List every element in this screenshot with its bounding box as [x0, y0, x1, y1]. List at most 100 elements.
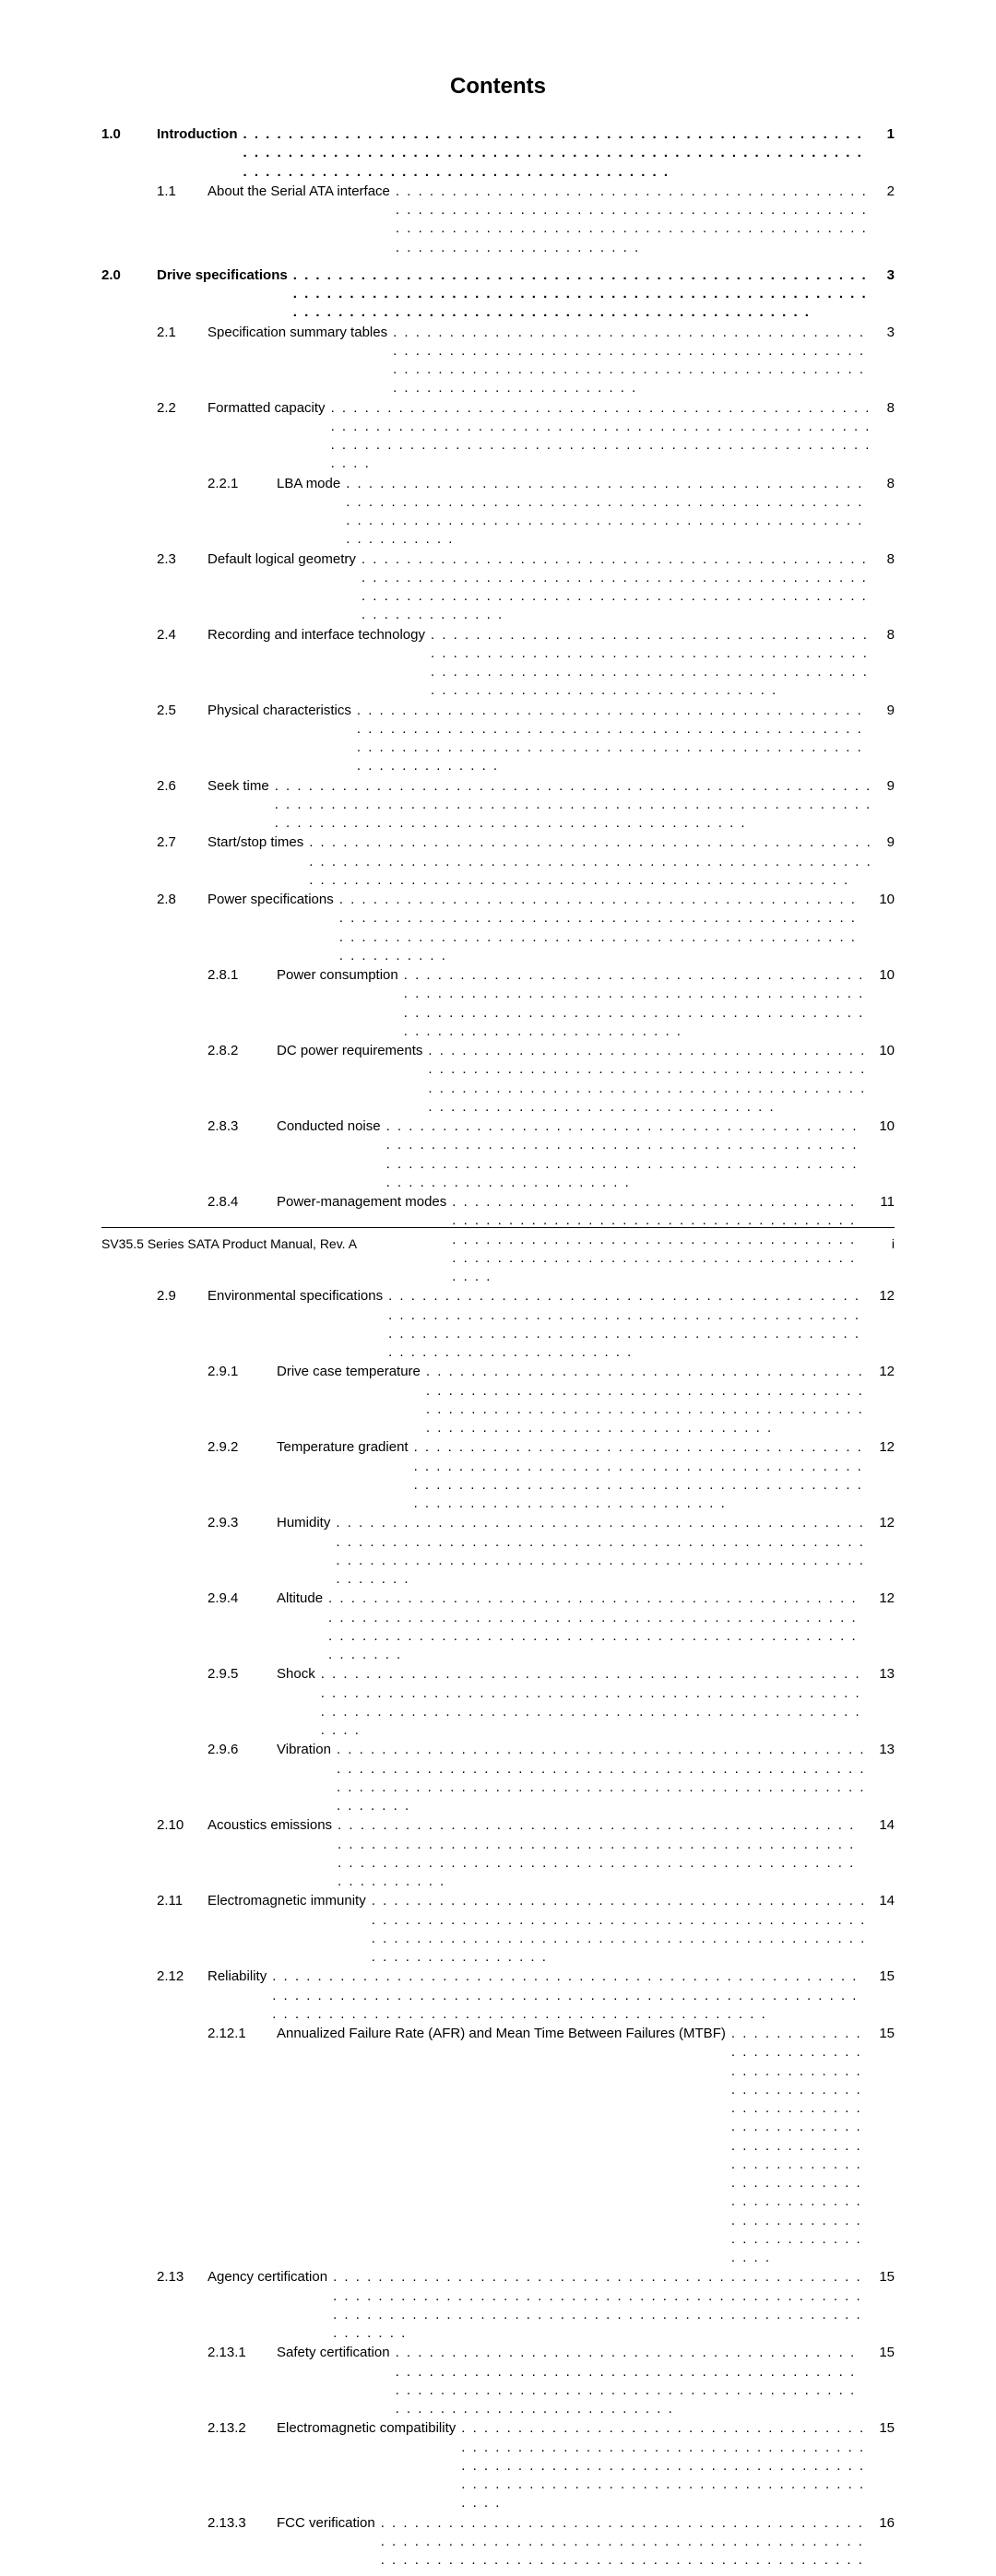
- toc-entry[interactable]: 2.9.5Shock 13: [101, 1665, 895, 1740]
- toc-entry[interactable]: 2.13.1Safety certification15: [101, 2344, 895, 2418]
- toc-leader-dots: [338, 1816, 866, 1891]
- toc-entry[interactable]: 2.8.2DC power requirements10: [101, 1042, 895, 1117]
- toc-sub-number: 2.6: [157, 777, 208, 796]
- toc-page-number: 8: [880, 550, 895, 569]
- toc-entry[interactable]: 1.0Introduction1: [101, 125, 895, 182]
- toc-page-number: 3: [880, 324, 895, 342]
- toc-leader-dots: [731, 2025, 866, 2267]
- toc-page-number: 8: [880, 399, 895, 418]
- toc-page-number: 13: [872, 1665, 895, 1684]
- toc-entry[interactable]: 2.13Agency certification15: [101, 2268, 895, 2343]
- toc-label: Vibration: [277, 1741, 331, 1759]
- toc-leader-dots: [328, 1589, 866, 1664]
- toc-leader-dots: [414, 1438, 867, 1513]
- toc-entry[interactable]: 2.0Drive specifications3: [101, 266, 895, 323]
- toc-entry[interactable]: 2.8Power specifications10: [101, 891, 895, 965]
- toc-sub-number: 1.1: [157, 183, 208, 201]
- toc-leader-dots: [381, 2514, 867, 2576]
- toc-sub-number: 2.4: [157, 626, 208, 644]
- toc-sub-number: 2.2: [157, 399, 208, 418]
- toc-subsub-number: 2.13.1: [208, 2344, 277, 2362]
- toc-label: Shock: [277, 1665, 315, 1684]
- toc-subsub-number: 2.9.4: [208, 1589, 277, 1608]
- toc-page-number: 9: [880, 777, 895, 796]
- toc-entry[interactable]: 2.3Default logical geometry8: [101, 550, 895, 625]
- toc-sub-number: 2.5: [157, 702, 208, 720]
- table-of-contents: 1.0Introduction11.1About the Serial ATA …: [101, 125, 895, 2576]
- toc-entry[interactable]: 2.8.1Power consumption 10: [101, 966, 895, 1041]
- toc-sub-number: 2.12: [157, 1967, 208, 1986]
- toc-subsub-number: 2.8.3: [208, 1117, 277, 1136]
- toc-sub-number: 2.9: [157, 1287, 208, 1306]
- toc-entry[interactable]: 2.9.3Humidity 12: [101, 1514, 895, 1589]
- toc-entry[interactable]: 2.8.3Conducted noise10: [101, 1117, 895, 1192]
- toc-sub-number: 2.10: [157, 1816, 208, 1835]
- toc-section-number: 1.0: [101, 125, 157, 144]
- toc-leader-dots: [275, 777, 874, 833]
- toc-leader-dots: [404, 966, 867, 1041]
- toc-entry[interactable]: 1.1About the Serial ATA interface2: [101, 183, 895, 257]
- toc-page-number: 8: [880, 626, 895, 644]
- toc-label: Drive specifications: [157, 266, 288, 285]
- toc-label: Power-management modes: [277, 1193, 446, 1211]
- toc-label: Humidity: [277, 1514, 330, 1532]
- toc-entry[interactable]: 2.4Recording and interface technology8: [101, 626, 895, 701]
- toc-subsub-number: 2.9.5: [208, 1665, 277, 1684]
- toc-subsub-number: 2.9.1: [208, 1363, 277, 1381]
- toc-entry[interactable]: 2.10Acoustics emissions14: [101, 1816, 895, 1891]
- toc-leader-dots: [346, 475, 873, 549]
- toc-page-number: 10: [872, 1117, 895, 1136]
- toc-entry[interactable]: 2.13.3FCC verification16: [101, 2514, 895, 2576]
- toc-label: Environmental specifications: [208, 1287, 383, 1306]
- toc-page-number: 15: [872, 1967, 895, 1986]
- toc-page-number: 9: [880, 833, 895, 852]
- toc-entry[interactable]: 2.12.1Annualized Failure Rate (AFR) and …: [101, 2025, 895, 2267]
- toc-entry[interactable]: 2.1Specification summary tables3: [101, 324, 895, 398]
- toc-leader-dots: [362, 550, 874, 625]
- toc-sub-number: 2.13: [157, 2268, 208, 2286]
- toc-sub-number: 2.7: [157, 833, 208, 852]
- toc-subsub-number: 2.9.3: [208, 1514, 277, 1532]
- toc-label: DC power requirements: [277, 1042, 422, 1060]
- toc-label: Physical characteristics: [208, 702, 351, 720]
- toc-entry[interactable]: 2.11Electromagnetic immunity14: [101, 1892, 895, 1967]
- toc-label: Power specifications: [208, 891, 334, 909]
- toc-leader-dots: [396, 2344, 867, 2418]
- toc-page-number: 12: [872, 1514, 895, 1532]
- toc-entry[interactable]: 2.6Seek time9: [101, 777, 895, 833]
- toc-entry[interactable]: 2.9.1Drive case temperature12: [101, 1363, 895, 1437]
- toc-entry[interactable]: 2.9Environmental specifications12: [101, 1287, 895, 1362]
- toc-entry[interactable]: 2.7Start/stop times 9: [101, 833, 895, 890]
- toc-leader-dots: [293, 266, 874, 323]
- toc-subsub-number: 2.8.1: [208, 966, 277, 985]
- toc-page-number: 10: [872, 966, 895, 985]
- toc-page-number: 15: [872, 2419, 895, 2438]
- toc-sub-number: 2.1: [157, 324, 208, 342]
- toc-leader-dots: [461, 2419, 866, 2512]
- toc-sub-number: 2.8: [157, 891, 208, 909]
- toc-page-number: 12: [872, 1363, 895, 1381]
- toc-label: Agency certification: [208, 2268, 327, 2286]
- toc-entry[interactable]: 2.2Formatted capacity8: [101, 399, 895, 474]
- toc-label: Power consumption: [277, 966, 398, 985]
- toc-leader-dots: [396, 183, 874, 257]
- toc-label: Annualized Failure Rate (AFR) and Mean T…: [277, 2025, 726, 2043]
- toc-label: Temperature gradient: [277, 1438, 409, 1457]
- toc-page-number: 3: [880, 266, 895, 285]
- toc-leader-dots: [357, 702, 874, 776]
- toc-entry[interactable]: 2.12Reliability15: [101, 1967, 895, 2024]
- toc-leader-dots: [272, 1967, 866, 2024]
- toc-page-number: 15: [872, 2025, 895, 2043]
- toc-entry[interactable]: 2.2.1LBA mode8: [101, 475, 895, 549]
- toc-entry[interactable]: 2.13.2Electromagnetic compatibility15: [101, 2419, 895, 2512]
- toc-leader-dots: [337, 1741, 866, 1815]
- toc-entry[interactable]: 2.9.6Vibration13: [101, 1741, 895, 1815]
- toc-label: Electromagnetic compatibility: [277, 2419, 456, 2438]
- toc-sub-number: 2.3: [157, 550, 208, 569]
- contents-title: Contents: [101, 74, 895, 100]
- toc-entry[interactable]: 2.9.4Altitude12: [101, 1589, 895, 1664]
- toc-page-number: 8: [880, 475, 895, 493]
- toc-entry[interactable]: 2.9.2Temperature gradient12: [101, 1438, 895, 1513]
- toc-label: Start/stop times: [208, 833, 303, 852]
- toc-entry[interactable]: 2.5Physical characteristics9: [101, 702, 895, 776]
